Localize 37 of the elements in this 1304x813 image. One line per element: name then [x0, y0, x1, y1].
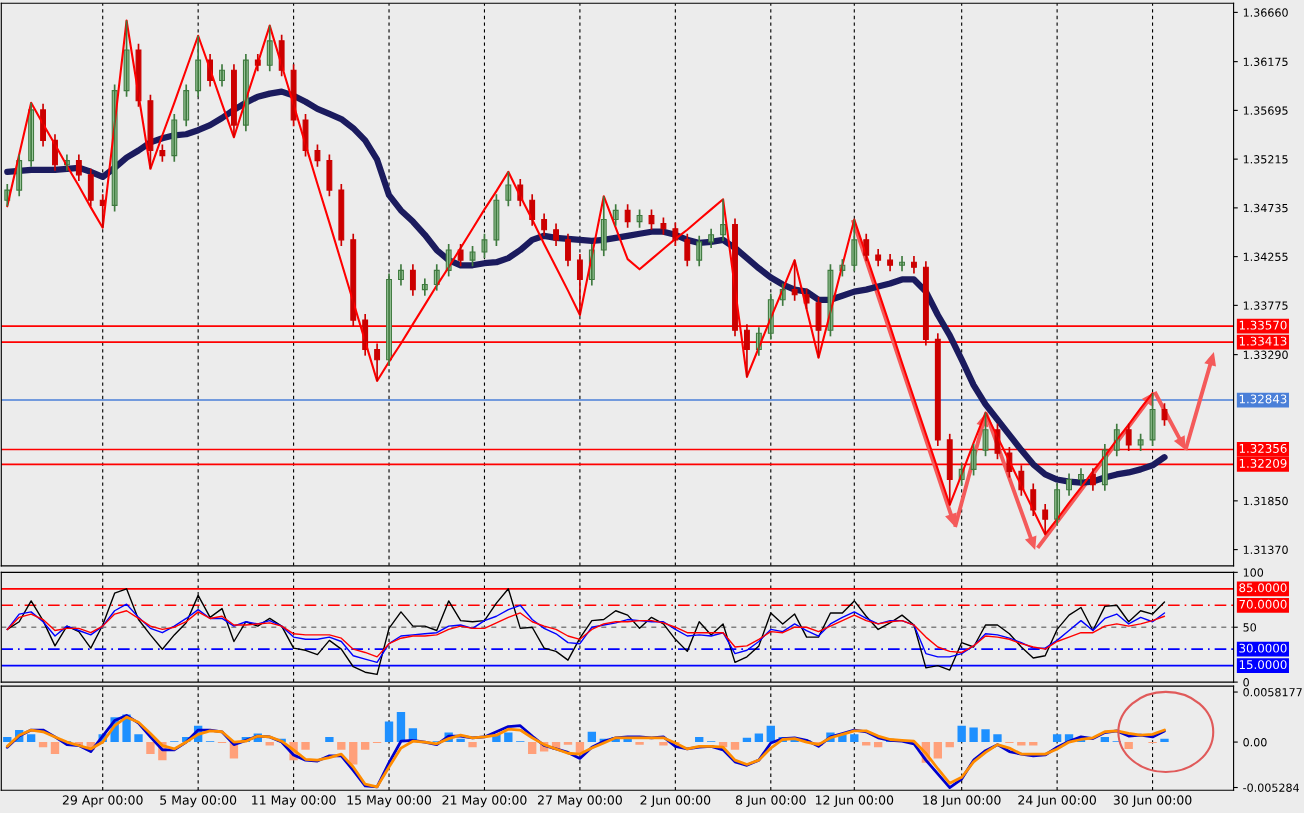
x-tick-label: 15 May 00:00	[347, 795, 432, 808]
ref-line-label: 15.0000	[1239, 660, 1287, 670]
ref-line-label: 85.0000	[1239, 583, 1287, 593]
x-tick-label: 12 Jun 00:00	[815, 795, 894, 808]
x-tick-label: 18 Jun 00:00	[923, 795, 1001, 808]
y-tick-label: 1.33775	[1243, 301, 1288, 310]
y-tick-label: 1.34735	[1243, 203, 1288, 213]
x-tick-label: 8 Jun 00:00	[735, 795, 806, 808]
x-tick-label: 5 May 00:00	[160, 795, 237, 808]
y-tick-label: 1.31850	[1243, 496, 1288, 506]
y-tick-label: 0	[1243, 678, 1249, 687]
x-tick-label: 2 Jun 00:00	[640, 795, 711, 808]
y-tick-label: 50	[1243, 623, 1257, 632]
y-tick-label: 1.35695	[1243, 106, 1288, 115]
y-tick-label: 1.33290	[1243, 350, 1288, 359]
ref-line-label: 1.33570	[1239, 320, 1287, 330]
y-tick-label: 0.00	[1243, 738, 1267, 747]
y-tick-label: 1.35215	[1243, 155, 1288, 164]
x-tick-label: 21 May 00:00	[442, 795, 527, 808]
y-tick-label: 1.36660	[1243, 8, 1288, 17]
y-tick-label: 1.36175	[1243, 57, 1288, 67]
x-tick-label: 27 May 00:00	[537, 795, 622, 808]
x-tick-label: 30 Jun 00:00	[1113, 795, 1192, 808]
y-tick-label: 100	[1243, 568, 1264, 577]
x-tick-label: 29 Apr 00:00	[62, 795, 143, 808]
x-tick-label: 11 May 00:00	[252, 795, 336, 808]
ref-line-label: 1.33413	[1239, 336, 1287, 346]
ref-line-label: 30.0000	[1239, 643, 1287, 653]
ref-line-label: 1.32209	[1239, 458, 1287, 468]
y-tick-label: -0.005284	[1243, 783, 1300, 792]
ref-line-label: 70.0000	[1239, 599, 1287, 609]
x-tick-label: 24 Jun 00:00	[1018, 795, 1096, 808]
y-tick-label: 1.34255	[1243, 252, 1288, 261]
ref-line-label: 1.32356	[1239, 443, 1287, 453]
ref-line-label: 1.32843	[1239, 394, 1287, 404]
y-tick-label: 0.0058177	[1243, 688, 1302, 697]
y-tick-label: 1.31370	[1243, 545, 1288, 554]
